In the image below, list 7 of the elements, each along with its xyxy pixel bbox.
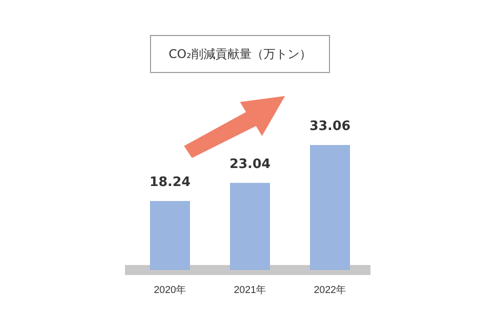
- data-label: 33.06: [309, 118, 351, 134]
- data-label: 18.24: [149, 174, 191, 190]
- data-label: 23.04: [229, 156, 271, 172]
- x-tick-label: 2021年: [234, 284, 266, 296]
- chart-title: CO₂削減貢献量（万トン）: [150, 35, 330, 73]
- x-tick-label: 2022年: [314, 284, 346, 296]
- x-tick-label: 2020年: [154, 284, 186, 296]
